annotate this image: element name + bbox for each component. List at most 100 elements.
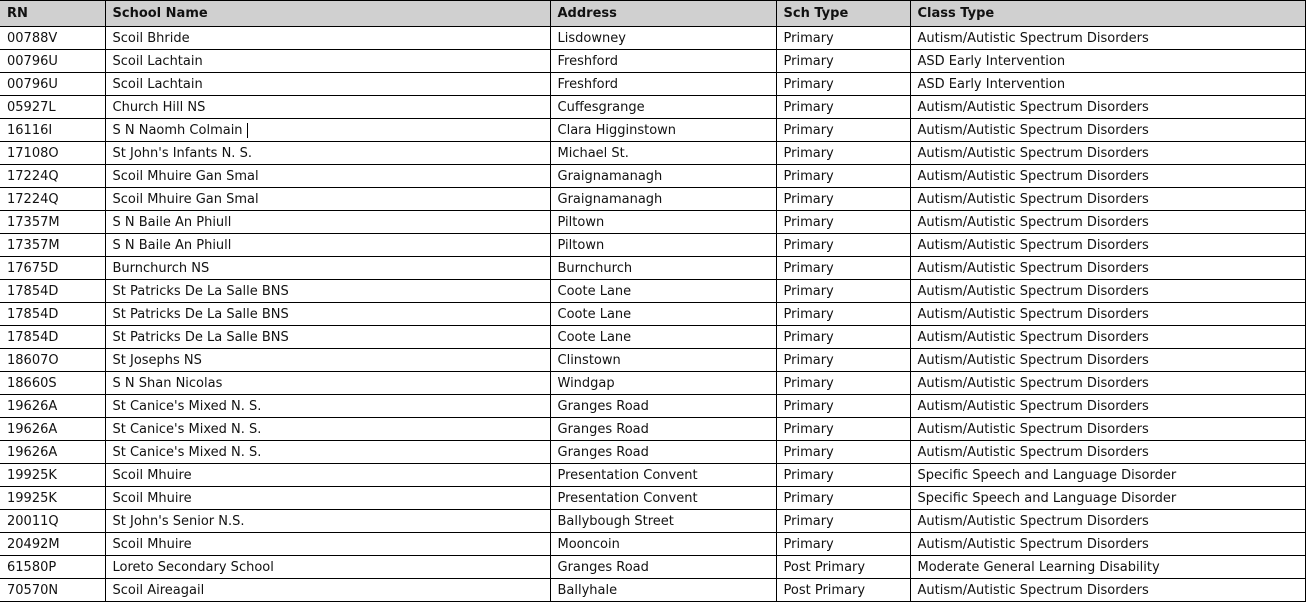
rn-cell[interactable]: 17108O [0,141,106,165]
address-cell[interactable]: Graignamanagh [549,164,777,188]
class-type-cell[interactable]: Autism/Autistic Spectrum Disorders [909,279,1306,303]
class-type-cell[interactable]: Specific Speech and Language Disorder [909,463,1306,487]
sch-type-cell[interactable]: Primary [775,325,911,349]
sch-type-cell[interactable]: Primary [775,187,911,211]
school-name-cell[interactable]: Scoil Bhride [104,26,551,50]
sch-type-cell[interactable]: Post Primary [775,555,911,579]
rn-cell[interactable]: 17224Q [0,187,106,211]
address-cell[interactable]: Graignamanagh [549,187,777,211]
sch-type-cell[interactable]: Primary [775,256,911,280]
class-type-cell[interactable]: Autism/Autistic Spectrum Disorders [909,532,1306,556]
school-name-cell[interactable]: Burnchurch NS [104,256,551,280]
address-cell[interactable]: Clinstown [549,348,777,372]
sch-type-cell[interactable]: Primary [775,118,911,142]
school-name-cell[interactable]: Scoil Mhuire [104,463,551,487]
rn-cell[interactable]: 17357M [0,210,106,234]
sch-type-cell[interactable]: Primary [775,532,911,556]
sch-type-cell[interactable]: Primary [775,141,911,165]
rn-cell[interactable]: 70570N [0,578,106,602]
rn-cell[interactable]: 17357M [0,233,106,257]
rn-cell[interactable]: 17854D [0,325,106,349]
header-sch-type[interactable]: Sch Type [775,0,911,27]
class-type-cell[interactable]: ASD Early Intervention [909,49,1306,73]
class-type-cell[interactable]: Autism/Autistic Spectrum Disorders [909,141,1306,165]
header-address[interactable]: Address [549,0,777,27]
address-cell[interactable]: Granges Road [549,555,777,579]
school-name-cell[interactable]: S N Baile An Phiull [104,210,551,234]
class-type-cell[interactable]: Autism/Autistic Spectrum Disorders [909,302,1306,326]
school-name-cell[interactable]: St Patricks De La Salle BNS [104,302,551,326]
class-type-cell[interactable]: Specific Speech and Language Disorder [909,486,1306,510]
sch-type-cell[interactable]: Primary [775,72,911,96]
school-name-cell[interactable]: Scoil Mhuire Gan Smal [104,164,551,188]
sch-type-cell[interactable]: Primary [775,486,911,510]
school-name-cell[interactable]: Scoil Lachtain [104,49,551,73]
rn-cell[interactable]: 61580P [0,555,106,579]
class-type-cell[interactable]: Autism/Autistic Spectrum Disorders [909,440,1306,464]
school-name-cell[interactable]: St Canice's Mixed N. S. [104,394,551,418]
rn-cell[interactable]: 17224Q [0,164,106,188]
rn-cell[interactable]: 17854D [0,302,106,326]
address-cell[interactable]: Presentation Convent [549,486,777,510]
sch-type-cell[interactable]: Primary [775,164,911,188]
sch-type-cell[interactable]: Post Primary [775,578,911,602]
class-type-cell[interactable]: Moderate General Learning Disability [909,555,1306,579]
school-name-cell[interactable]: Loreto Secondary School [104,555,551,579]
address-cell[interactable]: Presentation Convent [549,463,777,487]
class-type-cell[interactable]: Autism/Autistic Spectrum Disorders [909,233,1306,257]
school-name-cell[interactable]: St Canice's Mixed N. S. [104,440,551,464]
class-type-cell[interactable]: Autism/Autistic Spectrum Disorders [909,325,1306,349]
school-name-cell[interactable]: St Patricks De La Salle BNS [104,325,551,349]
school-name-cell[interactable]: Church Hill NS [104,95,551,119]
address-cell[interactable]: Piltown [549,233,777,257]
sch-type-cell[interactable]: Primary [775,210,911,234]
address-cell[interactable]: Lisdowney [549,26,777,50]
rn-cell[interactable]: 18660S [0,371,106,395]
rn-cell[interactable]: 18607O [0,348,106,372]
address-cell[interactable]: Granges Road [549,417,777,441]
class-type-cell[interactable]: Autism/Autistic Spectrum Disorders [909,417,1306,441]
class-type-cell[interactable]: Autism/Autistic Spectrum Disorders [909,210,1306,234]
address-cell[interactable]: Burnchurch [549,256,777,280]
class-type-cell[interactable]: Autism/Autistic Spectrum Disorders [909,95,1306,119]
sch-type-cell[interactable]: Primary [775,417,911,441]
address-cell[interactable]: Mooncoin [549,532,777,556]
sch-type-cell[interactable]: Primary [775,440,911,464]
address-cell[interactable]: Granges Road [549,394,777,418]
sch-type-cell[interactable]: Primary [775,26,911,50]
school-name-cell[interactable]: Scoil Aireagail [104,578,551,602]
header-class-type[interactable]: Class Type [909,0,1306,27]
school-name-cell[interactable]: Scoil Mhuire Gan Smal [104,187,551,211]
class-type-cell[interactable]: Autism/Autistic Spectrum Disorders [909,118,1306,142]
class-type-cell[interactable]: Autism/Autistic Spectrum Disorders [909,348,1306,372]
rn-cell[interactable]: 20011Q [0,509,106,533]
header-school-name[interactable]: School Name [104,0,551,27]
school-name-cell[interactable]: Scoil Mhuire [104,486,551,510]
rn-cell[interactable]: 19925K [0,463,106,487]
address-cell[interactable]: Ballybough Street [549,509,777,533]
sch-type-cell[interactable]: Primary [775,371,911,395]
rn-cell[interactable]: 16116I [0,118,106,142]
sch-type-cell[interactable]: Primary [775,279,911,303]
address-cell[interactable]: Cuffesgrange [549,95,777,119]
rn-cell[interactable]: 20492M [0,532,106,556]
sch-type-cell[interactable]: Primary [775,463,911,487]
sch-type-cell[interactable]: Primary [775,509,911,533]
rn-cell[interactable]: 19626A [0,440,106,464]
address-cell[interactable]: Ballyhale [549,578,777,602]
class-type-cell[interactable]: Autism/Autistic Spectrum Disorders [909,164,1306,188]
school-name-cell[interactable]: S N Baile An Phiull [104,233,551,257]
rn-cell[interactable]: 00788V [0,26,106,50]
address-cell[interactable]: Freshford [549,49,777,73]
address-cell[interactable]: Windgap [549,371,777,395]
rn-cell[interactable]: 19925K [0,486,106,510]
rn-cell[interactable]: 19626A [0,417,106,441]
rn-cell[interactable]: 17675D [0,256,106,280]
rn-cell[interactable]: 19626A [0,394,106,418]
school-name-cell[interactable]: St Patricks De La Salle BNS [104,279,551,303]
class-type-cell[interactable]: Autism/Autistic Spectrum Disorders [909,26,1306,50]
sch-type-cell[interactable]: Primary [775,49,911,73]
address-cell[interactable]: Freshford [549,72,777,96]
class-type-cell[interactable]: Autism/Autistic Spectrum Disorders [909,509,1306,533]
address-cell[interactable]: Clara Higginstown [549,118,777,142]
